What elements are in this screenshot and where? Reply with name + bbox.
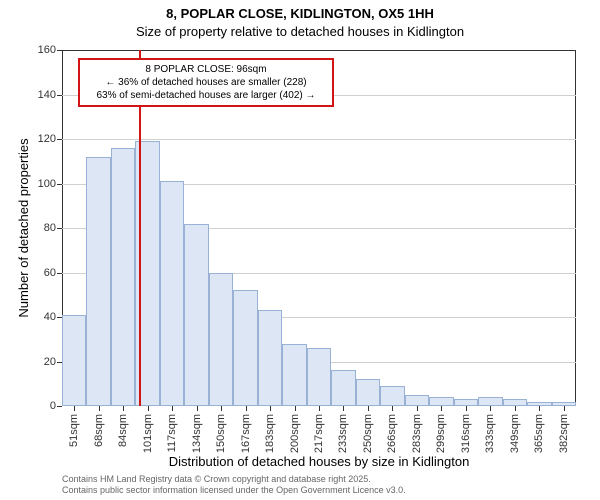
histogram-bar [503,399,527,406]
x-tick-label: 134sqm [191,406,203,453]
annotation-callout: 8 POPLAR CLOSE: 96sqm ← 36% of detached … [78,58,334,107]
x-tick-label: 217sqm [313,406,325,453]
chart-title: 8, POPLAR CLOSE, KIDLINGTON, OX5 1HH [0,6,600,21]
x-tick-label: 266sqm [386,406,398,453]
histogram-bar [258,310,282,406]
histogram-bar [62,315,86,406]
chart-subtitle: Size of property relative to detached ho… [0,24,600,39]
annotation-line-2: ← 36% of detached houses are smaller (22… [86,76,326,89]
histogram-bar [380,386,404,406]
attribution-line-1: Contains HM Land Registry data © Crown c… [62,474,406,485]
histogram-bar [454,399,478,406]
x-tick-label: 183sqm [264,406,276,453]
x-tick-label: 316sqm [460,406,472,453]
annotation-line-1: 8 POPLAR CLOSE: 96sqm [86,63,326,76]
y-tick-label: 100 [38,178,62,190]
attribution-text: Contains HM Land Registry data © Crown c… [62,474,406,497]
y-tick-label: 120 [38,133,62,145]
histogram-bar [307,348,331,406]
x-tick-label: 365sqm [533,406,545,453]
y-tick-label: 160 [38,44,62,56]
x-tick-label: 382sqm [558,406,570,453]
histogram-bar [160,181,184,406]
histogram-bar [184,224,208,406]
x-tick-label: 150sqm [215,406,227,453]
histogram-bar [282,344,306,406]
histogram-bar [356,379,380,406]
histogram-bar [478,397,502,406]
attribution-line-2: Contains public sector information licen… [62,485,406,496]
x-tick-label: 51sqm [68,406,80,447]
y-tick-label: 60 [44,267,62,279]
histogram-bar [233,290,257,406]
histogram-bar [429,397,453,406]
y-tick-label: 80 [44,222,62,234]
y-tick-label: 140 [38,89,62,101]
y-tick-label: 40 [44,311,62,323]
x-tick-label: 333sqm [484,406,496,453]
histogram-bar [86,157,110,406]
x-tick-label: 167sqm [240,406,252,453]
x-tick-label: 101sqm [142,406,154,453]
y-tick-label: 0 [50,400,62,412]
histogram-bar [405,395,429,406]
x-tick-label: 117sqm [166,406,178,452]
histogram-bar [111,148,135,406]
histogram-bar [209,273,233,407]
x-tick-label: 68sqm [93,406,105,447]
x-tick-label: 250sqm [362,406,374,453]
plot-area: 8 POPLAR CLOSE: 96sqm ← 36% of detached … [62,50,576,406]
x-tick-label: 283sqm [411,406,423,453]
x-tick-label: 233sqm [337,406,349,453]
annotation-line-3: 63% of semi-detached houses are larger (… [86,89,326,102]
y-axis-label: Number of detached properties [16,50,31,406]
x-tick-label: 200sqm [289,406,301,453]
x-tick-label: 349sqm [509,406,521,453]
x-tick-label: 84sqm [117,406,129,447]
x-tick-label: 299sqm [435,406,447,453]
x-axis-label: Distribution of detached houses by size … [62,454,576,469]
chart-container: 8, POPLAR CLOSE, KIDLINGTON, OX5 1HH Siz… [0,0,600,500]
y-tick-label: 20 [44,356,62,368]
histogram-bar [331,370,355,406]
